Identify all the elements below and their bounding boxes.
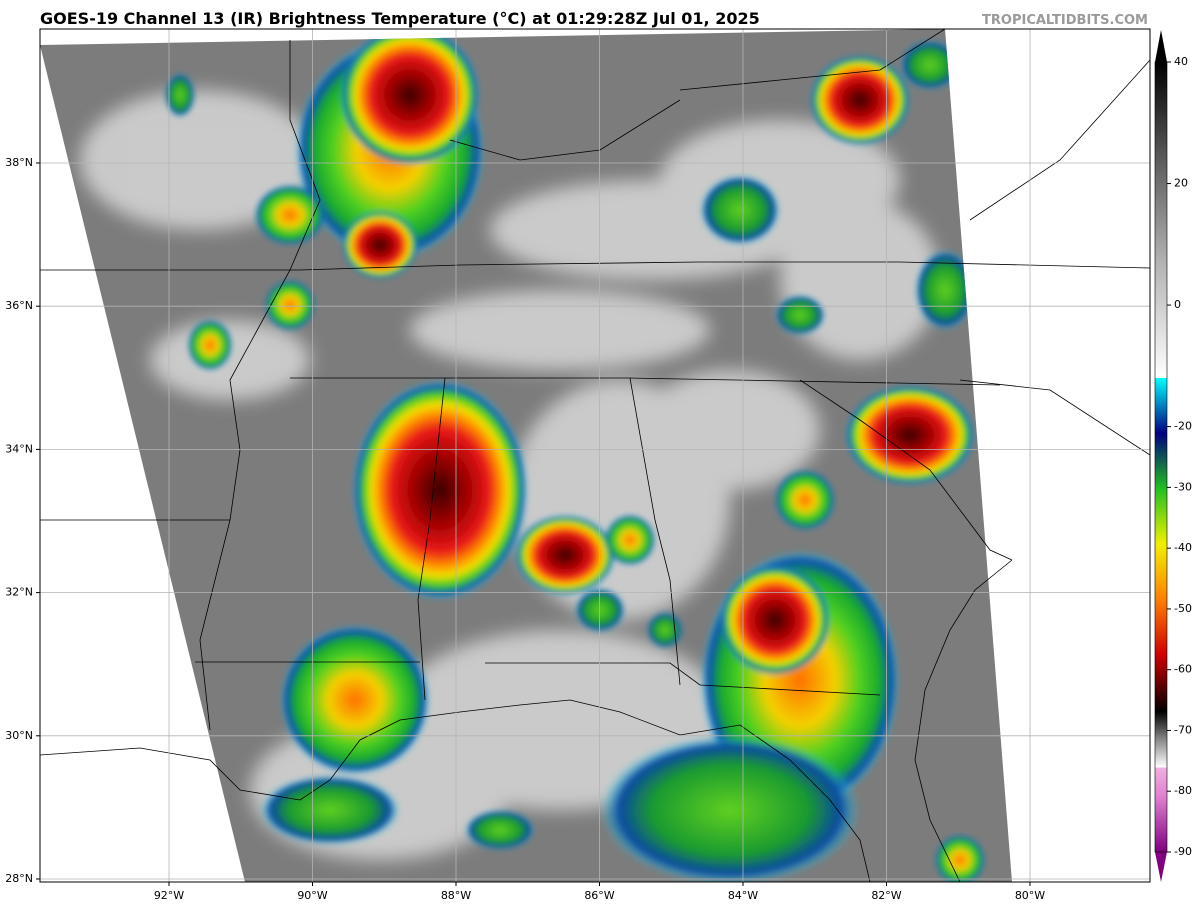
- lon-label: 88°W: [441, 889, 471, 902]
- lon-label: 92°W: [154, 889, 184, 902]
- map-frame: [39, 28, 1151, 883]
- lat-label: 34°N: [5, 442, 33, 455]
- lon-label: 82°W: [871, 889, 901, 902]
- imagery: [40, 29, 1150, 882]
- lon-label: 80°W: [1015, 889, 1045, 902]
- borders: [40, 29, 1150, 882]
- colorbar-tick-label: -90: [1174, 845, 1192, 858]
- lon-label: 86°W: [584, 889, 614, 902]
- lat-label: 38°N: [5, 156, 33, 169]
- lon-label: 84°W: [728, 889, 758, 902]
- colorbar-ramp: [1154, 61, 1168, 853]
- watermark: TROPICALTIDBITS.COM: [982, 13, 1148, 28]
- colorbar-tick-label: 40: [1174, 55, 1188, 68]
- labels: 38°N 36°N 34°N 32°N 30°N 28°N 92°W 90°W 88°W 86°W…: [5, 55, 1192, 902]
- lat-label: 36°N: [5, 299, 33, 312]
- lat-label: 30°N: [5, 729, 33, 742]
- map-title: GOES-19 Channel 13 (IR) Brightness Tempe…: [40, 9, 760, 28]
- lat-label: 32°N: [5, 586, 33, 599]
- colorbar-tick-label: -80: [1174, 784, 1192, 797]
- colorbar-top-extension: [1155, 30, 1167, 62]
- lat-label: 28°N: [5, 872, 33, 885]
- colorbar: [1154, 30, 1168, 882]
- colorbar-tick-label: -40: [1174, 541, 1192, 554]
- colorbar-tick-label: -30: [1174, 480, 1192, 493]
- colorbar-bottom-extension: [1155, 852, 1167, 882]
- colorbar-tick-label: -60: [1174, 663, 1192, 676]
- lon-label: 90°W: [297, 889, 327, 902]
- colorbar-tick-label: 0: [1174, 298, 1181, 311]
- colorbar-tick-label: -20: [1174, 420, 1192, 433]
- colorbar-tick-label: -50: [1174, 602, 1192, 615]
- colorbar-tick-label: -70: [1174, 723, 1192, 736]
- graticule: [40, 29, 1150, 882]
- colorbar-tick-label: 20: [1174, 177, 1188, 190]
